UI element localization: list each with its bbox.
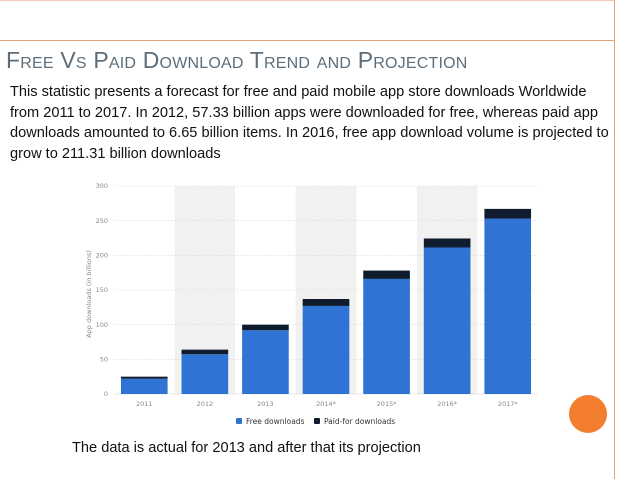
legend-swatch-paid <box>314 418 320 424</box>
bar-free-2012 <box>181 354 229 394</box>
bar-free-2011 <box>120 378 168 394</box>
x-tick-label: 2014* <box>316 400 337 408</box>
y-axis-label: App downloads (in billions) <box>85 250 93 338</box>
bar-free-2013 <box>242 330 289 394</box>
legend-label-paid: Paid-for downloads <box>324 417 395 426</box>
bar-paid-2015 <box>363 270 410 279</box>
slide-title: Free Vs Paid Download Trend and Projecti… <box>6 47 468 73</box>
slide-description: This statistic presents a forecast for f… <box>10 84 609 162</box>
y-tick-label: 200 <box>96 252 108 260</box>
bar-paid-2012 <box>181 349 229 355</box>
y-tick-layer: 0 50 100 150 200 250 300 <box>96 182 108 398</box>
header-rule <box>0 40 614 41</box>
legend: Free downloads Paid-for downloads <box>236 417 395 426</box>
x-tick-label: 2011 <box>136 400 153 408</box>
downloads-chart: 0 50 100 150 200 250 300 2011 2012 2013 2014* 2015… <box>85 182 538 426</box>
y-tick-label: 250 <box>96 217 108 225</box>
footnote: The data is actual for 2013 and after th… <box>72 440 421 456</box>
bar-layer <box>120 208 532 394</box>
bar-free-2014 <box>302 305 350 394</box>
decorative-circle <box>569 395 607 433</box>
legend-label-free: Free downloads <box>246 417 305 426</box>
bar-free-2016 <box>423 247 471 394</box>
x-tick-label: 2013 <box>257 400 274 408</box>
top-rule <box>0 0 614 1</box>
bar-paid-2013 <box>242 324 289 331</box>
legend-swatch-free <box>236 418 242 424</box>
x-tick-label: 2012 <box>197 400 214 408</box>
y-tick-label: 100 <box>96 321 108 329</box>
y-tick-label: 50 <box>100 356 108 364</box>
x-tick-label: 2017* <box>498 400 519 408</box>
bar-paid-2011 <box>120 376 168 379</box>
x-tick-label: 2016* <box>437 400 458 408</box>
bar-paid-2017 <box>484 208 532 219</box>
x-tick-label: 2015* <box>377 400 398 408</box>
y-tick-label: 0 <box>104 390 108 398</box>
x-tick-layer: 2011 2012 2013 2014* 2015* 2016* 2017* <box>136 400 518 408</box>
bar-paid-2014 <box>302 299 350 306</box>
right-rule <box>614 0 615 479</box>
y-tick-label: 150 <box>96 286 108 294</box>
y-tick-label: 300 <box>96 182 108 190</box>
bar-free-2017 <box>484 218 532 394</box>
bar-paid-2016 <box>423 238 471 248</box>
bar-free-2015 <box>363 278 410 394</box>
